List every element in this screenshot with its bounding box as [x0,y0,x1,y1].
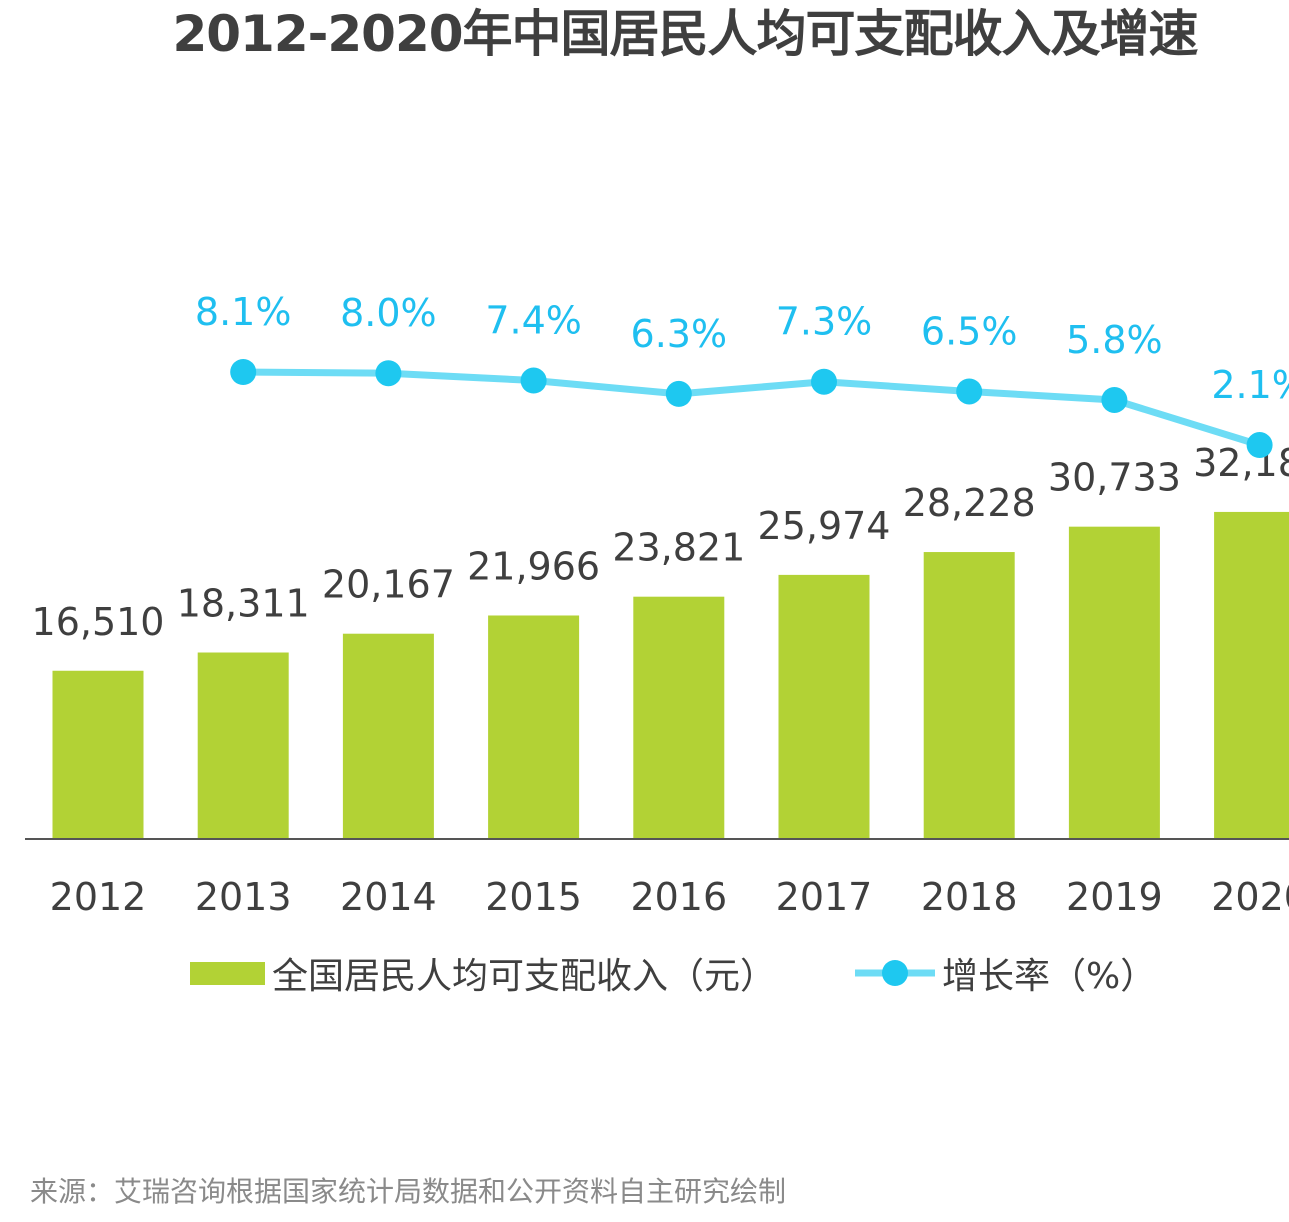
bar-2020 [1214,511,1289,838]
bar-2014 [342,633,434,838]
growth-label-2018: 6.5% [921,309,1018,353]
bar-label-2015: 21,966 [467,544,600,588]
x-tick-2014: 2014 [340,875,437,919]
growth-point-2015 [520,367,547,394]
bar-2013 [197,652,289,838]
growth-line [243,368,1261,449]
legend-line-marker [882,960,908,986]
growth-label-2019: 5.8% [1066,318,1163,362]
growth-point-2013 [230,359,257,385]
growth-label-2017: 7.3% [776,300,873,344]
bar-label-2020: 32,189 [1193,441,1289,485]
bar-label-2019: 30,733 [1048,456,1181,500]
source-note: 来源：艾瑞咨询根据国家统计局数据和公开资料自主研究绘制 [30,1175,787,1208]
bar-label-2013: 18,311 [177,582,310,626]
bar-2016 [633,596,725,838]
growth-label-2013: 8.1% [195,290,292,334]
growth-point-2019 [1101,386,1128,413]
growth-label-2020: 2.1% [1211,363,1289,407]
bar-2012 [52,670,144,838]
bar-label-2014: 20,167 [322,563,455,607]
bar-2017 [778,574,870,838]
x-tick-2013: 2013 [195,875,292,919]
growth-label-2016: 6.3% [631,312,728,356]
growth-point-2017 [811,368,837,395]
legend-bar-swatch [190,962,265,985]
x-tick-2020: 2020 [1211,875,1289,919]
growth-point-2016 [665,380,692,407]
x-tick-2019: 2019 [1066,875,1163,919]
growth-point-2020 [1246,432,1273,459]
legend-bar-label: 全国居民人均可支配收入（元） [272,956,776,997]
bar-label-2017: 25,974 [758,504,891,548]
bar-label-2016: 23,821 [612,526,745,570]
growth-label-2014: 8.0% [340,291,437,335]
legend-line-label: 增长率（%） [942,956,1156,997]
bar-2018 [923,552,1015,838]
growth-point-2018 [956,378,983,405]
x-tick-2016: 2016 [630,875,727,919]
x-tick-2012: 2012 [50,875,147,919]
growth-point-2014 [375,360,402,387]
bar-2019 [1068,526,1160,838]
x-tick-2018: 2018 [921,875,1018,919]
growth-label-2015: 7.4% [485,299,582,343]
bar-label-2012: 16,510 [32,600,165,644]
chart-title: 2012-2020年中国居民人均可支配收入及增速 [172,5,1198,63]
bar-2015 [488,615,580,838]
bar-label-2018: 28,228 [903,481,1036,525]
x-tick-2015: 2015 [485,875,582,919]
x-tick-2017: 2017 [776,875,873,919]
